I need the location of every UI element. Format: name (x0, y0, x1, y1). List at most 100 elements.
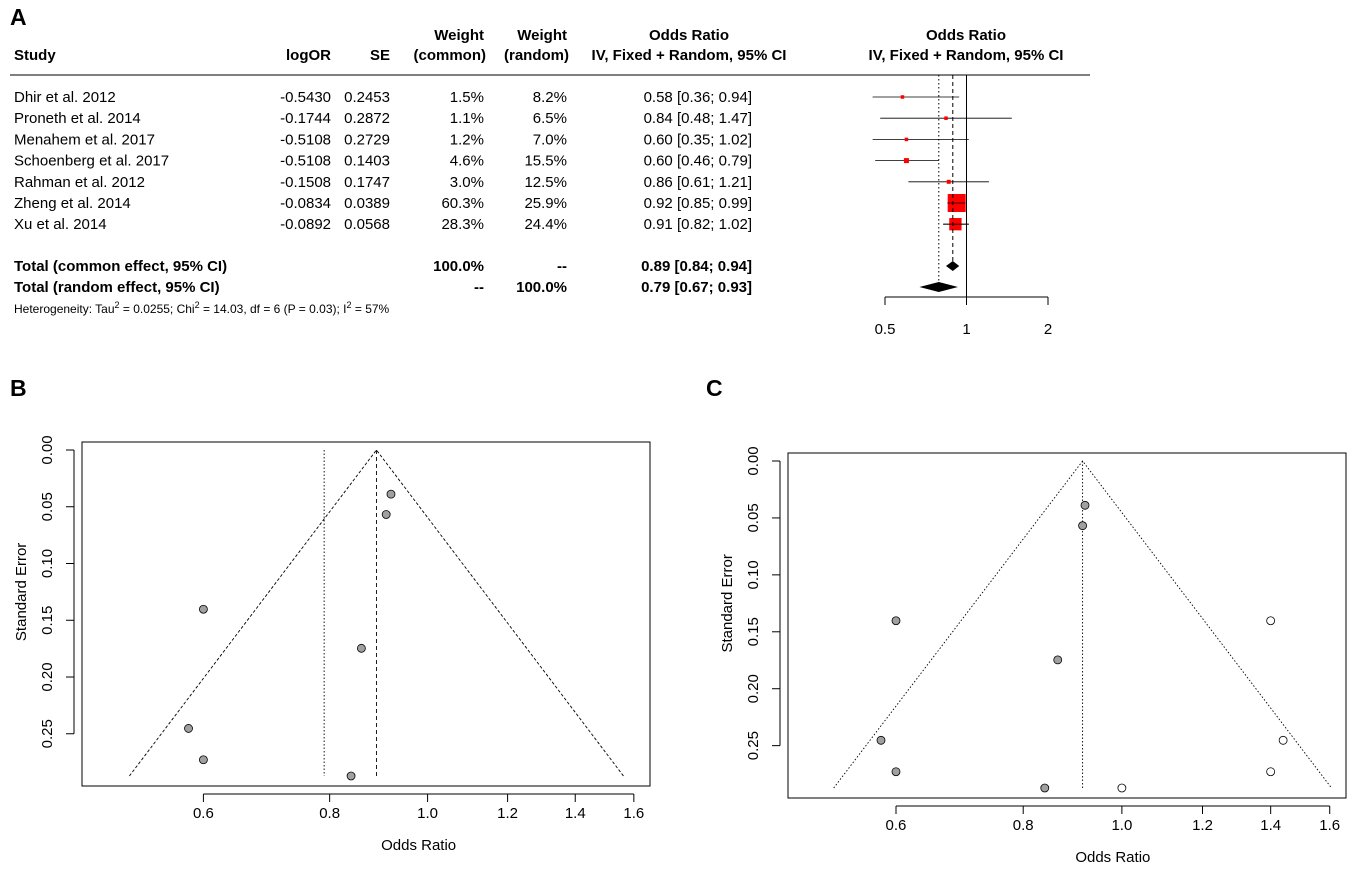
panel-label-b: B (10, 375, 27, 401)
x-tick-label: 1 (962, 321, 970, 338)
cell-ci: 0.92 [0.85; 0.99] (644, 195, 752, 212)
y-tick-label: 0.25 (39, 719, 56, 748)
cell-study: Dhir et al. 2012 (14, 89, 116, 106)
header-study: Study (14, 47, 56, 64)
header-weight-random-2: (random) (504, 47, 569, 64)
y-tick-label: 0.20 (39, 662, 56, 691)
cell-logor: -0.0892 (280, 216, 331, 233)
cell-weight-random: -- (557, 258, 567, 275)
cell-ci: 0.79 [0.67; 0.93] (641, 279, 752, 296)
cell-logor: -0.5108 (280, 153, 331, 170)
cell-weight-random: 12.5% (524, 174, 567, 191)
study-point (386, 489, 396, 499)
forest-plot-area: 0.5 1 2 (872, 75, 1052, 338)
cell-ci: 0.89 [0.84; 0.94] (641, 258, 752, 275)
forest-table-header: Study logOR SE Weight (common) Weight (r… (14, 27, 1063, 64)
y-tick-label: 0.25 (745, 731, 762, 760)
header-se: SE (370, 47, 390, 64)
x-tick-label: 0.6 (193, 805, 214, 822)
cell-weight-common: 4.6% (450, 153, 484, 170)
summary-diamond (945, 261, 960, 271)
imputed-point (1266, 616, 1276, 626)
cell-se: 0.2729 (344, 131, 390, 148)
cell-logor: -0.5108 (280, 131, 331, 148)
imputed-point (1278, 735, 1288, 745)
x-tick-label: 1.0 (417, 805, 438, 822)
y-tick-label: 0.00 (745, 446, 762, 475)
study-point (346, 771, 356, 781)
y-tick-label: 0.05 (39, 492, 56, 521)
cell-ci: 0.58 [0.36; 0.94] (644, 89, 752, 106)
cell-weight-random: 8.2% (533, 89, 567, 106)
x-tick-label: 1.6 (1319, 817, 1340, 834)
cell-se: 0.2453 (344, 89, 390, 106)
table-row: Menahem et al. 2017 -0.5108 0.2729 1.2% 7.0%… (14, 131, 752, 148)
weight-square (903, 158, 909, 164)
cell-weight-common: 60.3% (441, 195, 484, 212)
cell-se: 0.0568 (344, 216, 390, 233)
x-tick-label: 1.4 (565, 805, 586, 822)
cell-logor: -0.1508 (280, 174, 331, 191)
header-plot-1: Odds Ratio (926, 27, 1006, 44)
y-axis-title: Standard Error (719, 554, 736, 652)
cell-ci: 0.84 [0.48; 1.47] (644, 110, 752, 127)
cell-se: 0.1403 (344, 153, 390, 170)
cell-ci: 0.60 [0.46; 0.79] (644, 153, 752, 170)
cell-weight-random: 100.0% (516, 279, 567, 296)
cell-se: 0.0389 (344, 195, 390, 212)
study-point (199, 604, 208, 614)
x-tick-label: 1.2 (1192, 817, 1213, 834)
x-tick-label: 2 (1044, 321, 1052, 338)
table-row: Schoenberg et al. 2017 -0.5108 0.1403 4.6% 1… (14, 153, 752, 170)
cell-weight-random: 6.5% (533, 110, 567, 127)
cell-ci: 0.86 [0.61; 1.21] (644, 174, 752, 191)
cell-weight-random: 24.4% (524, 216, 567, 233)
header-logor: logOR (286, 47, 331, 64)
cell-se: 0.2872 (344, 110, 390, 127)
cell-weight-common: 1.2% (450, 131, 484, 148)
x-axis-title: Odds Ratio (381, 837, 456, 854)
cell-weight-common: -- (474, 279, 484, 296)
imputed-point (1266, 767, 1276, 777)
cell-ci: 0.60 [0.35; 1.02] (644, 131, 752, 148)
study-point (891, 767, 901, 777)
x-tick-label: 1.4 (1260, 817, 1281, 834)
panel-label-c: C (706, 375, 723, 401)
x-tick-label: 1.0 (1111, 817, 1132, 834)
cell-study: Schoenberg et al. 2017 (14, 153, 169, 170)
cell-weight-random: 15.5% (524, 153, 567, 170)
cell-total-label: Total (common effect, 95% CI) (14, 258, 227, 275)
funnel-plot-c: 0.6 0.8 1.0 1.2 1.4 1.6 Odds Ratio 0.00 0.05 0.10… (719, 446, 1347, 866)
funnel-plot-b: 0.6 0.8 1.0 1.2 1.4 1.6 Odds Ratio 0.00 0.05 0.10… (13, 435, 651, 854)
study-point (1053, 655, 1063, 665)
total-row: Total (random effect, 95% CI) -- 100.0% 0.7… (14, 279, 752, 296)
table-row: Xu et al. 2014 -0.0892 0.0568 28.3% 24.4% 0.9… (14, 216, 752, 233)
cell-weight-random: 7.0% (533, 131, 567, 148)
cell-logor: -0.1744 (280, 110, 331, 127)
header-or-1: Odds Ratio (649, 27, 729, 44)
cell-ci: 0.91 [0.82; 1.02] (644, 216, 752, 233)
cell-weight-common: 100.0% (433, 258, 484, 275)
summary-diamond (919, 282, 958, 292)
header-weight-random-1: Weight (517, 27, 567, 44)
study-point (891, 616, 901, 626)
x-tick-label: 0.8 (319, 805, 340, 822)
cell-weight-common: 1.5% (450, 89, 484, 106)
cell-weight-common: 28.3% (441, 216, 484, 233)
weight-square (946, 179, 951, 184)
study-point (199, 755, 208, 765)
table-row: Dhir et al. 2012 -0.5430 0.2453 1.5% 8.2% 0.5… (14, 89, 752, 106)
cell-study: Menahem et al. 2017 (14, 131, 155, 148)
study-point (876, 735, 886, 745)
funnel-lines (129, 449, 624, 777)
weight-square (944, 116, 948, 120)
study-point (184, 724, 193, 733)
cell-study: Rahman et al. 2012 (14, 174, 145, 191)
cell-weight-random: 25.9% (524, 195, 567, 212)
forest-table-rows: Dhir et al. 2012 -0.5430 0.2453 1.5% 8.2% 0.5… (14, 89, 752, 296)
plot-frame (81, 441, 651, 787)
x-tick-label: 0.8 (1013, 817, 1034, 834)
study-point (356, 643, 366, 653)
panel-label-a: A (10, 4, 27, 30)
